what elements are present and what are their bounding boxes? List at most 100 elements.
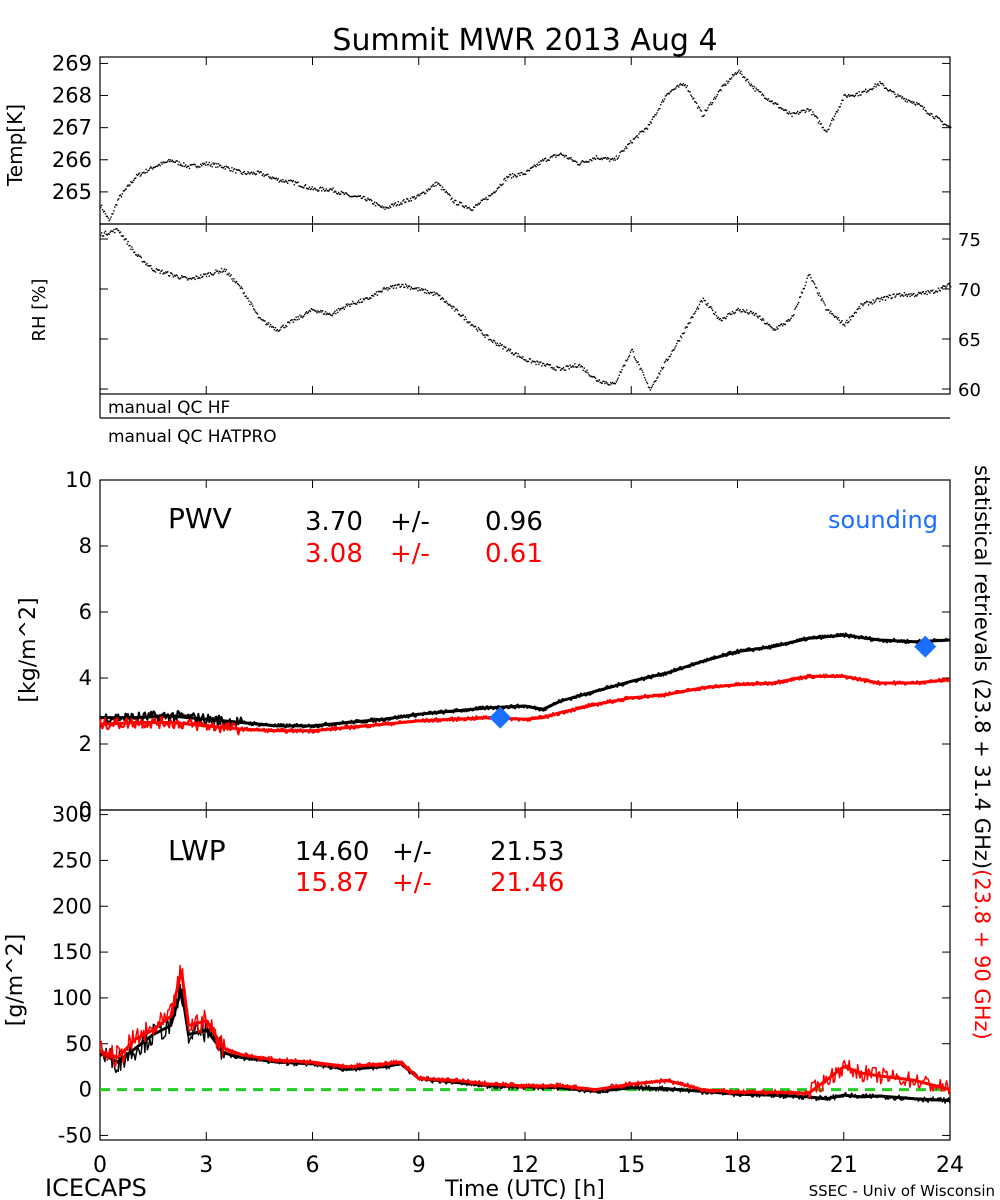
- rh-point: [859, 307, 861, 310]
- temp-point: [561, 154, 564, 157]
- qc-hf-label: manual QC HF: [108, 398, 230, 418]
- temp-point: [457, 203, 460, 206]
- rh-point: [650, 387, 653, 389]
- temp-point: [839, 105, 841, 108]
- rh-point: [430, 292, 432, 294]
- rh-point: [415, 288, 417, 290]
- rh-point: [826, 309, 828, 311]
- rh-point: [613, 382, 616, 385]
- temp-point: [654, 114, 656, 116]
- temp-ytick-label: 265: [52, 180, 92, 204]
- rh-point: [853, 312, 856, 314]
- rh-point: [168, 275, 171, 277]
- rh-point: [596, 380, 599, 382]
- rh-y-label: RH [%]: [29, 279, 50, 342]
- temp-point: [395, 205, 398, 207]
- rh-point: [341, 307, 344, 310]
- temp-point: [195, 165, 197, 168]
- rh-point: [895, 295, 897, 297]
- temp-point: [148, 169, 150, 171]
- rh-point: [743, 310, 745, 312]
- temp-point: [151, 167, 153, 169]
- temp-point: [925, 110, 927, 112]
- rh-point: [231, 278, 233, 280]
- rh-point: [911, 294, 913, 297]
- temp-point: [467, 207, 469, 209]
- temp-point: [762, 93, 764, 95]
- rh-point: [891, 297, 893, 299]
- temp-point: [319, 187, 321, 189]
- temp-point: [444, 191, 447, 193]
- temp-point: [298, 185, 300, 187]
- rh-point: [290, 319, 293, 321]
- temp-point: [359, 195, 362, 197]
- pwv-black-pm: +/-: [390, 507, 430, 537]
- rh-point: [727, 313, 729, 315]
- rh-point: [405, 283, 407, 285]
- rh-point: [448, 303, 450, 305]
- rh-point: [620, 371, 622, 374]
- temp-point: [706, 109, 708, 111]
- temp-point: [314, 187, 316, 189]
- rh-point: [379, 290, 381, 293]
- rh-point: [456, 308, 458, 311]
- rh-point: [360, 301, 363, 304]
- temp-point: [172, 161, 175, 163]
- rh-point: [516, 355, 518, 358]
- temp-point: [383, 206, 385, 208]
- temp-point: [656, 112, 658, 114]
- temp-point: [715, 95, 718, 98]
- temp-point: [167, 160, 169, 162]
- rh-point: [551, 366, 553, 369]
- temp-point: [204, 164, 207, 166]
- rh-point: [554, 369, 556, 371]
- temp-point: [538, 161, 540, 163]
- rh-point: [603, 380, 605, 383]
- rh-point: [527, 360, 530, 363]
- rh-point: [322, 313, 325, 315]
- temp-point: [134, 177, 136, 180]
- rh-point: [380, 291, 382, 293]
- rh-point: [705, 303, 707, 305]
- temp-point: [509, 174, 512, 176]
- rh-point: [734, 311, 737, 314]
- temp-point: [476, 204, 479, 206]
- rh-point: [703, 299, 705, 302]
- rh-point: [436, 292, 438, 295]
- rh-point: [295, 316, 297, 318]
- rh-point: [238, 285, 241, 287]
- temp-point: [495, 190, 498, 192]
- rh-point: [870, 301, 873, 303]
- temp-point: [909, 100, 911, 102]
- rh-point: [874, 300, 876, 303]
- temp-point: [816, 117, 819, 119]
- rh-point: [542, 362, 544, 365]
- temp-point: [145, 168, 147, 171]
- rh-point: [158, 269, 160, 271]
- temp-point: [542, 159, 545, 162]
- temp-point: [930, 112, 932, 115]
- temp-point: [749, 85, 752, 87]
- rh-point: [611, 381, 614, 384]
- temp-point: [501, 184, 503, 186]
- temp-point: [271, 176, 274, 178]
- temp-point: [288, 179, 291, 182]
- rh-point: [435, 292, 437, 294]
- temp-point: [748, 83, 751, 85]
- temp-point: [609, 160, 611, 162]
- rh-point: [754, 313, 756, 315]
- temp-point: [641, 130, 643, 133]
- temp-point: [685, 86, 687, 89]
- rh-point: [545, 363, 548, 366]
- rh-point: [308, 309, 311, 312]
- rh-point: [485, 334, 487, 336]
- temp-point: [197, 165, 199, 168]
- temp-point: [164, 161, 166, 164]
- sounding-label: sounding: [828, 506, 938, 534]
- rh-point: [649, 389, 652, 391]
- rh-point: [305, 311, 308, 313]
- rh-point: [560, 368, 563, 370]
- rh-point: [157, 269, 160, 271]
- rh-point: [149, 265, 151, 267]
- rh-point: [845, 321, 847, 324]
